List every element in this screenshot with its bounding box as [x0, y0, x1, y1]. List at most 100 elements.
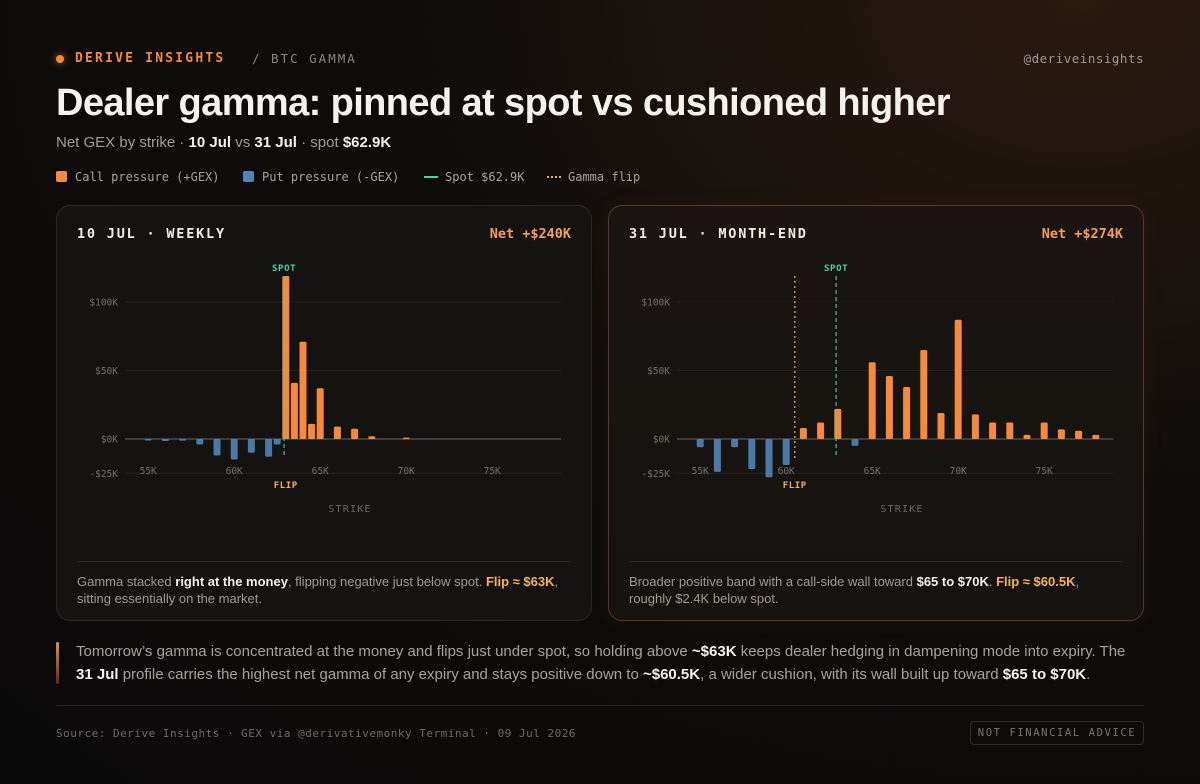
panel-title: 31 JUL · MONTH-END	[629, 226, 808, 242]
panel-net-value: Net +$274K	[1041, 226, 1123, 242]
call-bar	[282, 275, 290, 439]
subtitle-prefix: Net GEX by strike ·	[56, 134, 189, 151]
x-tick-label: 65K	[312, 466, 329, 477]
flip-label: FLIP	[274, 481, 298, 491]
call-bar	[316, 388, 324, 439]
call-bar	[834, 408, 842, 439]
x-tick-label: 60K	[778, 466, 795, 477]
panel-31-jul: 31 JUL · MONTH-END Net +$274K $100K $50K $…	[608, 205, 1144, 621]
put-bar	[851, 439, 859, 446]
brand-label: DERIVE INSIGHTS	[75, 51, 226, 66]
call-bar	[290, 382, 298, 439]
call-bar	[971, 414, 979, 439]
call-bar	[308, 423, 316, 439]
x-axis-label: STRIKE	[880, 504, 923, 515]
subtitle-spot-value: $62.9K	[342, 134, 392, 151]
put-bar	[144, 439, 152, 441]
put-bar	[273, 439, 281, 445]
note-text: Gamma stacked	[77, 574, 176, 589]
y-tick-label: $50K	[95, 366, 118, 377]
flip-label: FLIP	[783, 481, 807, 491]
call-bar	[1057, 429, 1065, 439]
legend-flip-label: Gamma flip	[568, 170, 641, 184]
legend-spot-label: Spot $62.9K	[445, 170, 525, 184]
y-tick-label: $0K	[653, 435, 670, 446]
commentary-part: .	[1086, 666, 1091, 683]
y-tick-label: $100K	[89, 298, 118, 309]
section-label: / BTC GAMMA	[252, 51, 357, 66]
note-text: , sitting essentially on the market.	[77, 574, 559, 606]
commentary-part: keeps dealer hedging in dampening mode i…	[736, 643, 1126, 660]
note-bold: $65 to $70K	[916, 574, 989, 589]
call-bar	[1075, 430, 1083, 439]
x-tick-label: 55K	[140, 466, 157, 477]
panel-divider	[629, 561, 1123, 562]
commentary-part: profile carries the highest net gamma of…	[118, 666, 643, 683]
flip-line-icon	[547, 176, 561, 178]
call-bar	[1040, 422, 1048, 439]
spot-label: SPOT	[272, 264, 296, 274]
call-bar	[920, 349, 928, 439]
legend-call-label: Call pressure (+GEX)	[75, 170, 220, 184]
call-bar	[402, 437, 410, 440]
note-text: , flipping negative just below spot.	[287, 574, 486, 589]
social-handle[interactable]: @deriveinsights	[1023, 51, 1144, 66]
subtitle-date-2: 31 Jul	[254, 134, 297, 151]
spot-label: SPOT	[824, 264, 848, 274]
note-text: .	[988, 574, 997, 589]
call-bar	[368, 436, 376, 439]
put-bar	[230, 439, 238, 460]
call-bar	[954, 319, 962, 439]
put-bar	[179, 439, 187, 441]
call-bar	[351, 428, 359, 439]
commentary-text: Tomorrow’s gamma is concentrated at the …	[76, 640, 1146, 686]
x-axis-label: STRIKE	[328, 504, 371, 515]
note-text: ,	[1075, 574, 1080, 589]
source-note: Source: Derive Insights · GEX via @deriv…	[56, 727, 576, 740]
x-tick-label: 70K	[398, 466, 415, 477]
commentary-part: Tomorrow’s gamma is concentrated at the …	[76, 643, 692, 660]
put-bar	[265, 439, 273, 457]
note-flip: Flip ≈ $60.5K	[996, 574, 1076, 589]
put-bar	[196, 439, 204, 445]
brand-dot-icon	[56, 55, 64, 63]
call-bar	[333, 426, 341, 439]
put-bar	[731, 439, 739, 448]
note-text: Broader positive band with a call-side w…	[629, 574, 917, 589]
x-tick-label: 70K	[950, 466, 967, 477]
put-bar	[782, 439, 790, 466]
x-tick-label: 55K	[692, 466, 709, 477]
put-bar	[748, 439, 756, 470]
x-tick-label: 65K	[864, 466, 881, 477]
panel-net-value: Net +$240K	[489, 226, 571, 242]
call-bar	[1092, 434, 1100, 439]
spot-line-icon	[424, 176, 438, 178]
put-swatch-icon	[243, 171, 254, 182]
x-tick-label: 75K	[1036, 466, 1053, 477]
call-bar	[1023, 434, 1031, 439]
note-text: roughly $2.4K below spot.	[629, 591, 779, 606]
top-bar: DERIVE INSIGHTS / BTC GAMMA @deriveinsig…	[56, 51, 1144, 67]
put-bar	[247, 439, 255, 453]
panel-divider	[77, 561, 571, 562]
put-bar	[713, 439, 721, 472]
x-tick-label: 60K	[226, 466, 243, 477]
subtitle-date-1: 10 Jul	[188, 134, 232, 151]
y-tick-label: -$25K	[641, 469, 670, 480]
call-bar	[989, 422, 997, 439]
put-bar	[161, 439, 169, 442]
commentary-part: , a wider cushion, with its wall built u…	[700, 666, 1003, 683]
put-bar	[696, 439, 704, 448]
y-tick-label: $100K	[641, 298, 670, 309]
panel-10-jul: 10 JUL · WEEKLY Net +$240K $100K $50K $0K -…	[56, 205, 592, 621]
panel-note: Broader positive band with a call-side w…	[629, 573, 1123, 607]
call-bar	[885, 375, 893, 439]
legend-put-label: Put pressure (-GEX)	[262, 170, 400, 184]
call-bar	[817, 422, 825, 439]
commentary-bold: ~$63K	[691, 643, 737, 660]
gex-chart-10-jul: $100K $50K $0K -$25K 55K 60K 65K 70K 75K STRIKE SP…	[89, 264, 561, 515]
call-swatch-icon	[56, 171, 67, 182]
page-title: Dealer gamma: pinned at spot vs cushione…	[56, 82, 951, 124]
call-bar	[937, 412, 945, 439]
x-tick-label: 75K	[484, 466, 501, 477]
